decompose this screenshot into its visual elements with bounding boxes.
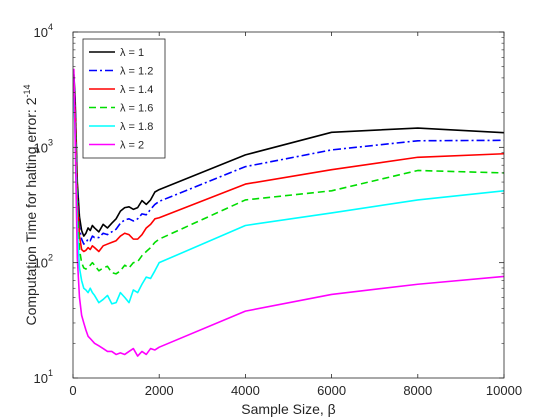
legend-label: λ = 1.2 — [120, 66, 153, 78]
x-axis: 0 2000 4000 6000 8000 10000 — [69, 32, 522, 398]
y-tick-label: 103 — [34, 137, 53, 155]
legend-box — [82, 38, 166, 159]
x-tick-label: 0 — [69, 383, 76, 398]
plot-area-frame — [72, 31, 505, 379]
legend: λ = 1 λ = 1.2 λ = 1.4 λ = 1.6 λ = 1.8 λ = 2 — [82, 38, 166, 159]
y-tick-label: 102 — [34, 253, 53, 271]
series-line-2 — [73, 77, 504, 245]
x-tick-label: 10000 — [486, 383, 522, 398]
y-axis-label: Computation Time for halting error: 2-14 — [22, 84, 39, 325]
y-axis: 101 102 103 104 — [34, 22, 504, 386]
legend-label: λ = 2 — [120, 140, 144, 152]
series-line-4 — [73, 89, 504, 275]
y-axis-label-base: Computation Time for halting error: 2 — [23, 97, 39, 325]
legend-label: λ = 1.8 — [120, 121, 153, 133]
x-tick-label: 2000 — [145, 383, 174, 398]
x-tick-label: 6000 — [317, 383, 346, 398]
x-tick-label: 4000 — [231, 383, 260, 398]
legend-label: λ = 1 — [120, 47, 144, 59]
series-line-3 — [73, 83, 504, 253]
legend-label: λ = 1.6 — [120, 103, 153, 115]
y-tick-label: 101 — [34, 368, 53, 386]
series-layer — [73, 68, 504, 357]
series-line-6 — [73, 68, 504, 357]
series-line-1 — [73, 74, 504, 237]
y-axis-label-exponent: -14 — [22, 84, 32, 97]
legend-label: λ = 1.4 — [120, 84, 153, 96]
y-tick-label: 104 — [34, 22, 53, 40]
x-axis-label: Sample Size, β — [241, 401, 335, 417]
series-line-5 — [73, 97, 504, 305]
x-tick-label: 8000 — [403, 383, 432, 398]
